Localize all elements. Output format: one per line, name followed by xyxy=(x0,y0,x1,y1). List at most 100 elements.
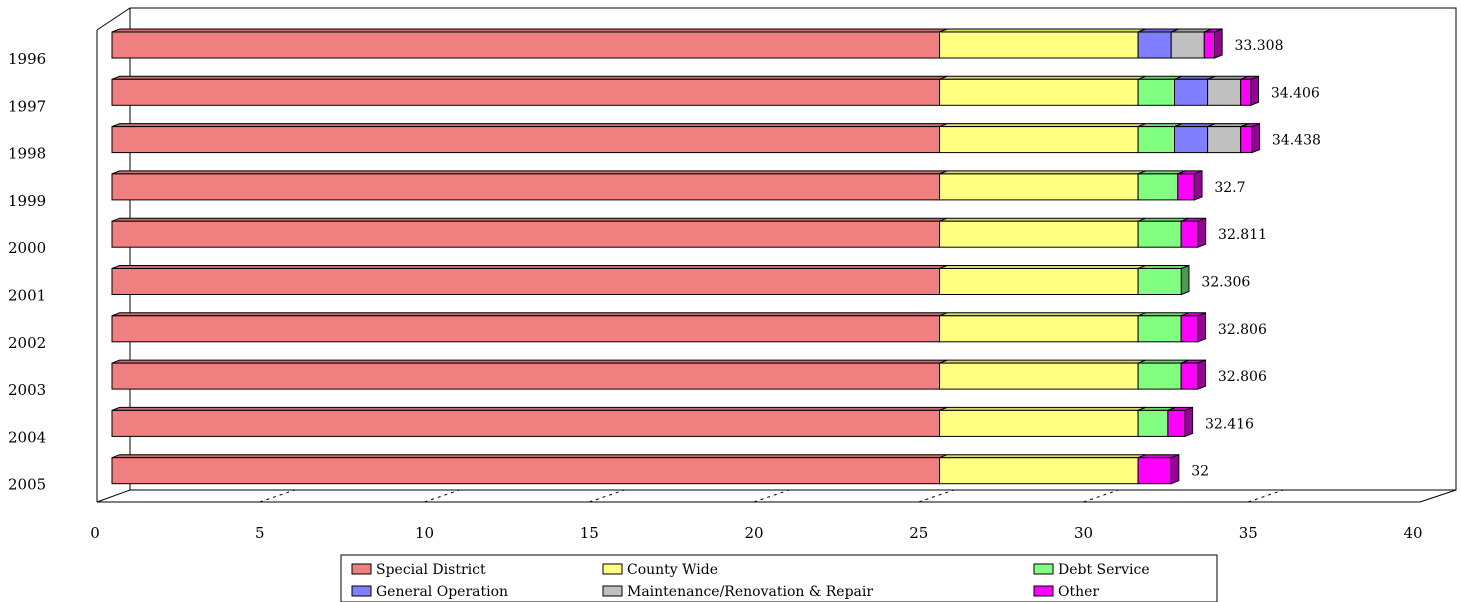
bar-front-face xyxy=(1137,31,1172,59)
bar-front-face xyxy=(1203,31,1215,59)
bar-front-face xyxy=(1240,126,1253,154)
bar-segment xyxy=(1137,123,1183,154)
bar-segment xyxy=(111,217,948,248)
bar-segment xyxy=(1137,75,1183,106)
bar-front-face xyxy=(939,126,1139,154)
y-tick-label: 1999 xyxy=(8,192,46,210)
bar-front-face xyxy=(111,31,940,59)
bar-segment xyxy=(111,265,948,295)
floor-right-edge xyxy=(1419,489,1457,503)
y-tick-label: 2004 xyxy=(8,428,46,446)
bar-front-face xyxy=(1240,78,1252,106)
x-tick-label: 30 xyxy=(1074,524,1093,542)
legend-item: Special District xyxy=(351,562,486,578)
bars xyxy=(111,28,1261,485)
legend: Special District County Wide Debt Service G… xyxy=(340,554,1218,602)
x-tick-label: 5 xyxy=(255,524,265,542)
bar-front-face xyxy=(1207,126,1242,154)
bar-front-face xyxy=(1137,457,1172,485)
bar-front-face xyxy=(1180,220,1199,248)
bar-segment xyxy=(111,454,948,485)
x-tick-labels: 0 5 10 15 20 25 30 35 40 xyxy=(90,524,1422,542)
x-tick-label: 40 xyxy=(1403,524,1422,542)
y-tick-label: 2002 xyxy=(8,334,46,352)
legend-item: County Wide xyxy=(602,562,718,578)
floor-left-edge xyxy=(96,489,131,503)
bar-segment xyxy=(111,170,948,201)
legend-item: General Operation xyxy=(351,584,508,600)
x-tick-label: 20 xyxy=(744,524,763,542)
legend-item: Debt Service xyxy=(1033,562,1150,578)
floor-gridline xyxy=(753,489,790,503)
bar-front-face xyxy=(1170,31,1205,59)
bar-front-face xyxy=(111,173,940,201)
floor-gridline xyxy=(918,489,954,503)
bar-segment xyxy=(1137,217,1189,248)
bar-front-face xyxy=(939,220,1139,248)
legend-swatch xyxy=(351,563,372,575)
bar-front-face xyxy=(1167,409,1186,437)
bar-segment xyxy=(111,123,948,154)
floor-gridline xyxy=(589,489,625,503)
floor-gridline xyxy=(424,489,460,503)
bar-segment xyxy=(939,217,1146,248)
total-label: 32.806 xyxy=(1218,322,1267,338)
legend-item: Maintenance/Renovation & Repair xyxy=(602,584,873,600)
bar-front-face xyxy=(1137,315,1182,343)
legend-swatch xyxy=(351,585,372,597)
bar-segment xyxy=(111,312,948,343)
bar-front-face xyxy=(111,362,940,390)
total-label: 32.7 xyxy=(1214,180,1245,196)
y-tick-label: 2005 xyxy=(8,476,46,494)
bar-front-face xyxy=(111,457,940,485)
bar-side-face xyxy=(1213,28,1223,59)
total-label: 32.416 xyxy=(1205,416,1254,432)
bar-front-face xyxy=(939,362,1139,390)
legend-swatch xyxy=(602,563,623,575)
bar-front-face xyxy=(1180,315,1199,343)
total-labels: 33.308 34.406 34.438 32.7 32.811 32.306 32.806… xyxy=(1191,38,1321,480)
bar-front-face xyxy=(939,315,1139,343)
bar-front-face xyxy=(939,268,1139,295)
bar-side-face xyxy=(1197,217,1207,248)
y-tick-label: 1998 xyxy=(8,145,46,163)
bar-segment xyxy=(1137,265,1190,295)
bar-front-face xyxy=(111,220,940,248)
floor-gridline xyxy=(1083,489,1119,503)
bar-segment xyxy=(1207,123,1249,154)
bar-segment xyxy=(1137,406,1176,437)
total-label: 33.308 xyxy=(1234,38,1283,54)
bar-segment xyxy=(939,123,1146,154)
bar-segment xyxy=(939,312,1146,343)
bar-segment xyxy=(939,265,1146,295)
bar-segment xyxy=(939,170,1146,201)
bar-segment xyxy=(939,75,1146,106)
bar-segment xyxy=(111,28,948,59)
bar-front-face xyxy=(1174,126,1209,154)
bar-front-face xyxy=(939,173,1139,201)
bar-side-face xyxy=(1197,359,1207,390)
y-tick-labels: 1996 1997 1998 1999 2000 2001 2002 2003 2004 2005 xyxy=(8,50,46,494)
bar-front-face xyxy=(111,126,940,154)
bar-side-face xyxy=(1170,453,1180,485)
bar-segment xyxy=(1174,123,1216,154)
bar-front-face xyxy=(1137,362,1182,390)
bar-side-face xyxy=(1180,264,1190,296)
legend-swatch xyxy=(1033,585,1054,597)
bar-front-face xyxy=(1137,409,1169,437)
total-label: 34.406 xyxy=(1271,85,1320,101)
x-tick-label: 35 xyxy=(1239,524,1258,542)
legend-label: General Operation xyxy=(376,584,508,600)
bar-front-face xyxy=(939,409,1139,437)
bar-front-face xyxy=(939,457,1139,485)
left-top-edge xyxy=(96,7,131,31)
bar-segment xyxy=(939,454,1146,485)
x-tick-label: 0 xyxy=(90,524,100,542)
bar-segment xyxy=(1207,75,1249,106)
bar-front-face xyxy=(111,78,940,106)
legend-label: Debt Service xyxy=(1058,562,1150,578)
bar-front-face xyxy=(1177,173,1195,201)
bar-front-face xyxy=(111,315,940,343)
bar-side-face xyxy=(1197,312,1207,343)
total-label: 32.811 xyxy=(1218,227,1267,243)
